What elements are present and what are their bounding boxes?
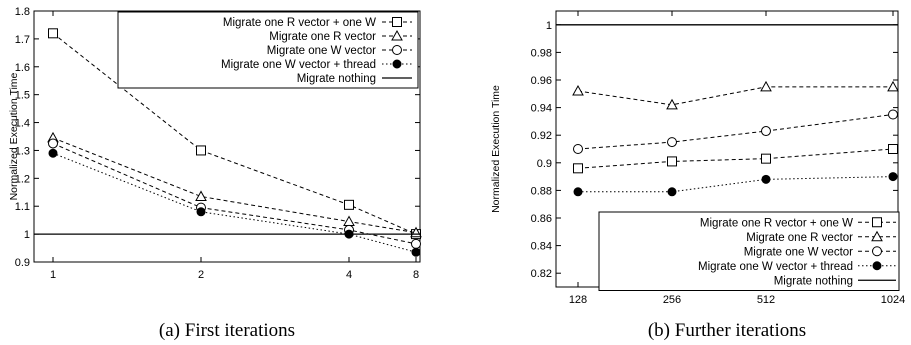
y-tick-label: 0.9 [15, 257, 30, 269]
legend-box [117, 11, 419, 89]
data-point [196, 207, 206, 217]
y-tick-label: 0.98 [531, 47, 552, 59]
legend-label: Migrate one W vector [744, 246, 853, 258]
y-tick-label: 1.3 [15, 145, 30, 157]
data-point [761, 126, 771, 137]
data-point [196, 145, 206, 156]
y-tick-label: 0.82 [531, 268, 552, 280]
legend-label: Migrate one W vector + thread [698, 261, 853, 273]
y-axis-label: Normalized Execution Time [490, 85, 502, 213]
data-point [48, 148, 58, 158]
y-tick-label: 0.86 [531, 213, 552, 225]
legend-label: Migrate one R vector [746, 232, 853, 244]
data-point [888, 144, 898, 154]
y-tick-label: 0.84 [531, 241, 552, 253]
legend: Migrate one R vector + one W Migrate one … [117, 11, 419, 89]
x-tick-label: 4 [346, 269, 352, 281]
data-point [344, 199, 354, 210]
data-point [888, 109, 898, 120]
legend-label: Migrate nothing [297, 73, 376, 85]
y-tick-label: 1.8 [15, 6, 30, 18]
data-point [667, 137, 677, 148]
y-tick-label: 1.2 [15, 173, 30, 185]
y-tick-label: 1.5 [15, 90, 30, 102]
series-line [52, 137, 417, 234]
series-line [578, 176, 894, 193]
y-tick-label: 0.88 [531, 185, 552, 197]
y-tick-label: 0.9 [537, 158, 552, 170]
data-point [666, 98, 678, 110]
data-point [667, 187, 677, 197]
data-point [343, 215, 355, 227]
legend-marker [392, 17, 402, 27]
data-point [761, 153, 771, 164]
legend-label: Migrate one R vector [269, 31, 376, 43]
data-point [573, 187, 583, 197]
legend-marker [391, 29, 403, 41]
y-tick-label: 1.7 [15, 34, 30, 46]
legend-label: Migrate one W vector + thread [221, 59, 376, 71]
data-point [573, 144, 583, 154]
data-point [411, 247, 421, 257]
data-point [411, 238, 421, 249]
series-circle-open [48, 138, 421, 249]
y-tick-label: 1 [546, 20, 552, 32]
data-point [195, 190, 207, 201]
legend-label: Migrate nothing [774, 275, 853, 287]
y-tick-label: 1.6 [15, 62, 30, 74]
series-line [52, 143, 417, 245]
x-tick-label: 8 [413, 269, 419, 281]
legend-box [598, 211, 900, 291]
series-triangle [572, 80, 899, 110]
data-point [48, 28, 58, 39]
data-point [573, 163, 583, 174]
y-tick-label: 0.96 [531, 75, 552, 87]
legend-label: Migrate one W vector [267, 45, 376, 57]
series-line [52, 152, 417, 253]
y-tick-label: 0.94 [531, 103, 552, 115]
y-tick-label: 1.4 [15, 118, 30, 130]
series-circle-filled [573, 172, 898, 197]
data-point [48, 138, 58, 149]
y-tick-label: 1 [24, 229, 30, 241]
legend-marker [392, 45, 402, 55]
legend: Migrate one R vector + one W Migrate one … [598, 211, 900, 291]
series-square [573, 144, 898, 174]
data-point [888, 172, 898, 182]
data-point [761, 174, 771, 184]
data-point [572, 85, 584, 96]
series-line [577, 148, 894, 169]
chart-a: 0.9 1 1.1 1.2 1.3 1.4 1.5 1.6 1.7 1.8 1 2 4 8 Normaliz… [8, 6, 422, 341]
series-circle-open [573, 109, 898, 154]
series-line [52, 32, 417, 235]
series-line [577, 114, 894, 150]
legend-marker [871, 230, 883, 242]
legend-label: Migrate one R vector + one W [223, 17, 376, 29]
x-tick-label: 2 [198, 269, 204, 281]
y-tick-label: 0.92 [531, 130, 552, 142]
legend-marker [872, 217, 882, 228]
x-tick-label: 128 [569, 294, 587, 306]
legend-marker [392, 59, 402, 69]
plot-frame [33, 10, 421, 263]
series-triangle [47, 131, 422, 238]
chart-b: 0.82 0.84 0.86 0.88 0.9 0.92 0.94 0.96 0.98 1 128 2… [490, 10, 905, 341]
x-tick-label: 256 [663, 294, 681, 306]
data-point [887, 80, 899, 92]
legend-marker [872, 261, 882, 271]
series-line [577, 86, 893, 106]
x-tick-label: 512 [757, 294, 775, 306]
data-point [760, 80, 772, 92]
legend-label: Migrate one R vector + one W [700, 217, 853, 229]
legend-marker [872, 246, 882, 257]
series-circle-filled [48, 148, 421, 257]
chart-caption: (b) Further iterations [648, 320, 806, 341]
y-tick-label: 1.1 [15, 201, 30, 213]
chart-caption: (a) First iterations [159, 320, 295, 341]
data-point [667, 156, 677, 167]
x-tick-label: 1 [50, 269, 56, 281]
y-axis-label: Normalized Execution Time [8, 72, 20, 200]
x-tick-label: 1024 [881, 294, 905, 306]
